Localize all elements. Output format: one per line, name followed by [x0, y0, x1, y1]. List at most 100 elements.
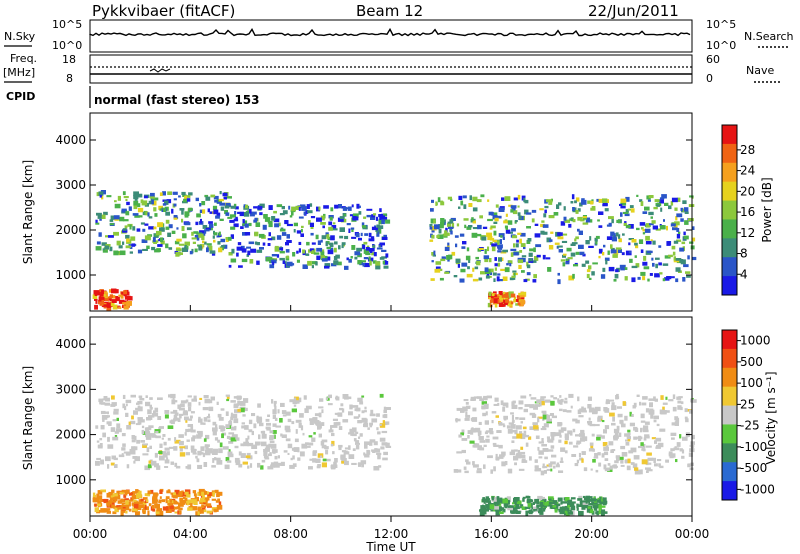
data-cell [217, 201, 222, 204]
data-cell [649, 273, 653, 276]
data-cell [677, 405, 682, 410]
data-cell [103, 294, 106, 297]
data-cell [557, 245, 563, 248]
data-cell [337, 217, 344, 222]
data-cell [342, 419, 349, 423]
data-cell [351, 229, 354, 232]
data-cell [106, 302, 111, 307]
data-cell [136, 439, 141, 444]
data-cell [383, 213, 387, 217]
data-cell [235, 216, 238, 221]
data-cell [284, 425, 289, 431]
data-cell [380, 446, 385, 450]
data-cell [444, 271, 450, 274]
data-cell [440, 200, 444, 203]
data-cell [330, 235, 335, 241]
data-cell [684, 211, 689, 214]
data-cell [220, 238, 226, 243]
data-cell [681, 241, 686, 245]
data-cell [512, 502, 515, 505]
data-cell [100, 459, 104, 465]
data-cell [580, 429, 585, 433]
data-cell [612, 254, 618, 258]
data-cell [383, 265, 389, 269]
data-cell [497, 247, 502, 250]
data-cell [254, 217, 258, 221]
data-cell [231, 426, 237, 431]
data-cell [274, 223, 280, 228]
data-cell [631, 277, 636, 283]
data-cell [327, 249, 334, 255]
data-cell [236, 396, 242, 399]
data-cell [348, 411, 353, 416]
data-cell [643, 425, 649, 430]
data-cell [332, 228, 338, 231]
data-cell [225, 238, 229, 242]
data-cell [212, 235, 215, 239]
data-cell [104, 292, 108, 298]
data-cell [546, 418, 552, 422]
data-cell [579, 457, 583, 461]
data-cell [486, 395, 492, 399]
data-cell [276, 235, 282, 240]
data-cell [469, 195, 472, 201]
data-cell [687, 218, 694, 222]
data-cell [385, 253, 389, 258]
data-cell [468, 259, 471, 263]
data-cell [167, 437, 171, 441]
data-cell [611, 219, 614, 224]
data-cell [257, 206, 263, 210]
data-cell [175, 248, 182, 252]
data-cell [135, 423, 141, 426]
data-cell [309, 248, 314, 252]
data-cell [200, 422, 205, 425]
data-cell [448, 226, 454, 229]
data-cell [477, 443, 480, 446]
data-cell [163, 207, 167, 212]
data-cell [157, 416, 162, 420]
data-cell [133, 460, 136, 464]
data-cell [625, 224, 631, 229]
data-cell [247, 435, 250, 440]
data-cell [184, 432, 187, 436]
data-cell [503, 220, 510, 224]
data-cell [376, 247, 383, 250]
data-cell [524, 209, 529, 215]
data-cell [255, 441, 260, 446]
data-cell [379, 393, 384, 398]
data-cell [178, 252, 183, 255]
data-cell [522, 498, 525, 502]
data-cell [492, 436, 499, 440]
data-cell [562, 509, 568, 514]
data-cell [325, 449, 329, 455]
data-cell [506, 496, 511, 501]
data-cell [510, 508, 516, 513]
data-cell [385, 445, 392, 448]
data-cell [617, 413, 623, 418]
data-cell [597, 497, 600, 500]
data-cell [554, 505, 559, 511]
data-cell [152, 200, 157, 206]
data-cell [671, 437, 675, 440]
data-cell [97, 495, 103, 500]
data-cell [594, 424, 600, 427]
data-cell [178, 408, 184, 411]
data-cell [578, 504, 582, 507]
data-cell [128, 206, 132, 211]
data-cell [174, 437, 177, 442]
data-cell [131, 494, 136, 500]
data-cell [440, 258, 446, 262]
data-cell [240, 407, 245, 413]
data-cell [476, 396, 482, 399]
data-cell [535, 244, 542, 248]
data-cell [656, 423, 660, 427]
data-cell [558, 249, 563, 253]
nsearch-tick-bottom: 10^0 [706, 39, 736, 52]
data-cell [115, 297, 119, 302]
data-cell [316, 206, 321, 212]
data-cell [517, 259, 524, 264]
data-cell [483, 508, 488, 511]
data-cell [165, 243, 169, 249]
